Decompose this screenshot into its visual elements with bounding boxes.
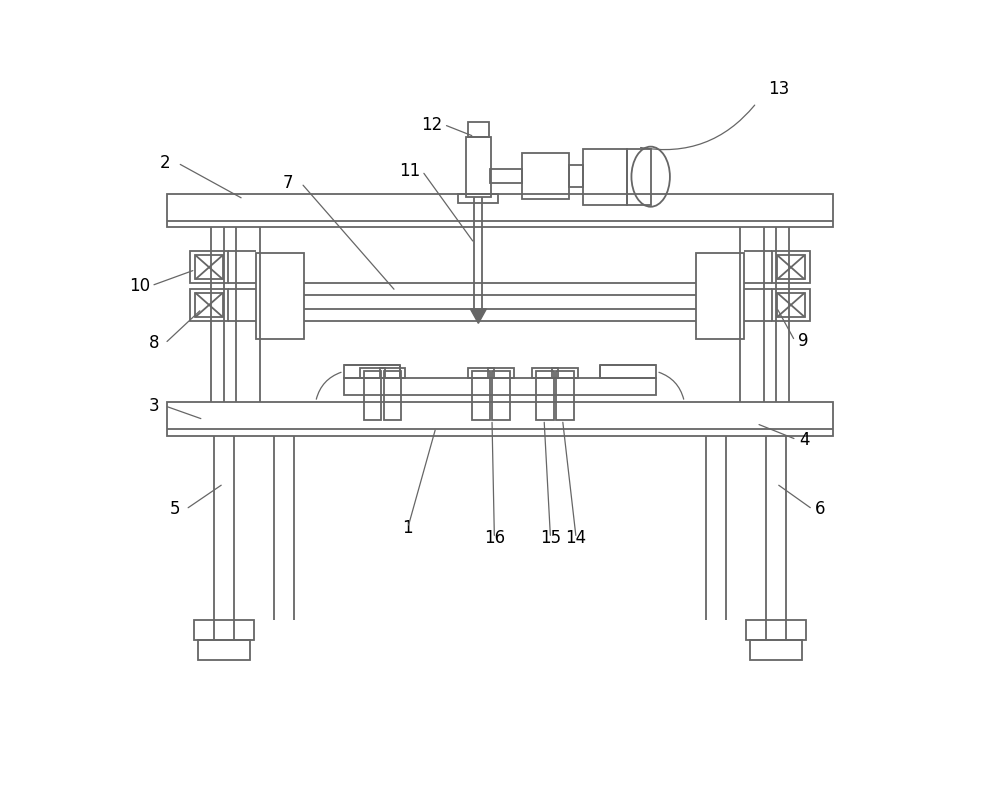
Polygon shape: [470, 309, 486, 324]
Text: 3: 3: [148, 397, 159, 415]
Bar: [466, 136, 491, 197]
Text: 9: 9: [798, 332, 808, 350]
Bar: [777, 293, 805, 317]
Text: 6: 6: [815, 500, 826, 518]
Text: 12: 12: [421, 115, 443, 134]
Bar: [468, 368, 494, 378]
Bar: [627, 148, 651, 205]
Bar: [488, 368, 514, 378]
Bar: [468, 122, 489, 136]
Bar: [569, 165, 583, 187]
Bar: [195, 255, 223, 279]
Bar: [490, 169, 522, 183]
Bar: [492, 371, 510, 420]
Text: 7: 7: [282, 174, 293, 192]
Bar: [696, 253, 744, 340]
Text: 5: 5: [170, 500, 181, 518]
Bar: [746, 620, 806, 640]
Bar: [167, 402, 833, 436]
Text: 2: 2: [160, 154, 170, 172]
Bar: [190, 251, 228, 283]
Bar: [750, 640, 802, 660]
Bar: [344, 378, 656, 395]
Bar: [194, 620, 254, 640]
Bar: [536, 371, 554, 420]
Bar: [195, 293, 223, 317]
Bar: [532, 368, 558, 378]
Bar: [364, 371, 381, 420]
Text: 13: 13: [768, 80, 790, 98]
Bar: [384, 371, 401, 420]
Bar: [256, 253, 304, 340]
Text: 15: 15: [540, 529, 561, 547]
Bar: [600, 365, 656, 378]
Bar: [198, 640, 250, 660]
Text: 8: 8: [149, 334, 159, 353]
Text: 14: 14: [566, 529, 587, 547]
Bar: [458, 194, 498, 203]
Text: 11: 11: [400, 162, 421, 180]
Bar: [190, 289, 228, 321]
Text: 16: 16: [484, 529, 505, 547]
Bar: [344, 365, 400, 378]
Bar: [777, 255, 805, 279]
Bar: [522, 153, 569, 199]
Bar: [552, 368, 578, 378]
Bar: [772, 289, 810, 321]
Text: 10: 10: [129, 277, 150, 295]
Bar: [360, 368, 385, 378]
Bar: [167, 194, 833, 228]
Text: 1: 1: [403, 519, 413, 537]
Bar: [772, 251, 810, 283]
Bar: [380, 368, 405, 378]
Bar: [556, 371, 574, 420]
Bar: [472, 371, 490, 420]
Text: 4: 4: [799, 431, 810, 449]
Bar: [583, 148, 627, 205]
